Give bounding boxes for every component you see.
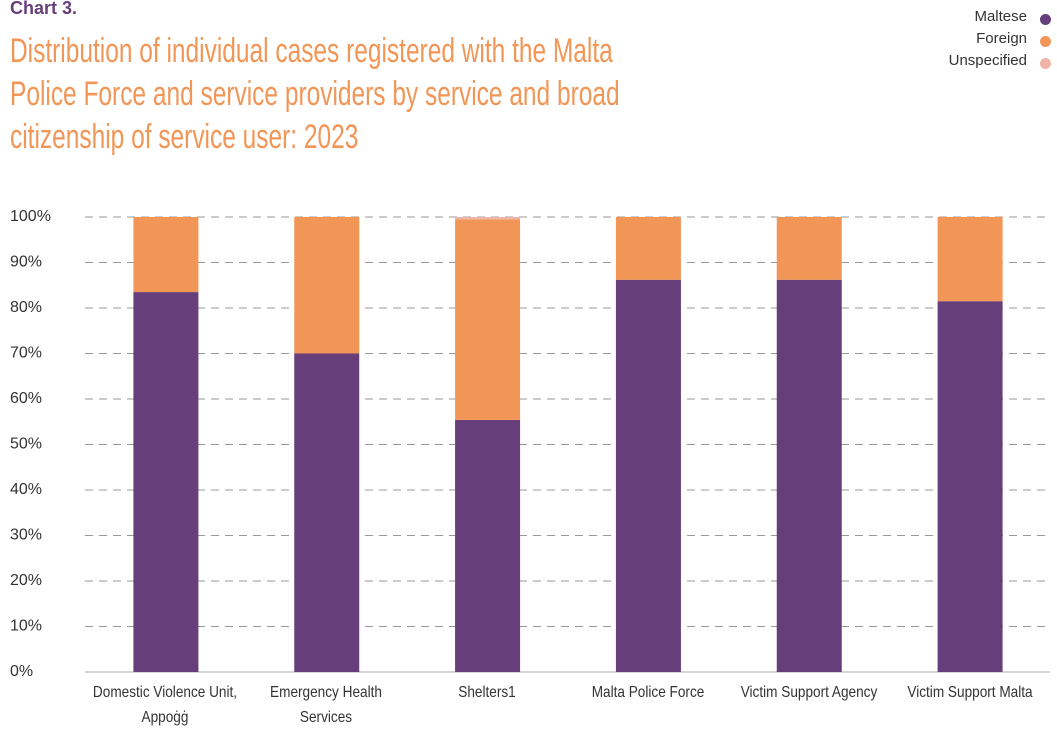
bar-segment — [615, 279, 681, 672]
legend-label: Foreign — [976, 30, 1027, 47]
y-tick-label: 80% — [10, 299, 42, 316]
bar-segment — [455, 217, 521, 220]
legend-swatch — [1040, 36, 1051, 47]
y-tick-label: 60% — [10, 390, 42, 407]
y-tick-label: 20% — [10, 572, 42, 589]
bar-segment — [455, 219, 521, 420]
bar-segment — [937, 301, 1003, 672]
x-tick-label: Domestic Violence Unit, Appoġġ — [93, 684, 238, 726]
bar-segment — [133, 217, 199, 293]
bar-segment — [294, 217, 360, 354]
bar-segment — [133, 292, 199, 672]
x-tick-label: Emergency Health Services — [270, 684, 383, 726]
bar-segment — [776, 279, 842, 672]
legend-swatch — [1040, 14, 1051, 25]
legend-label: Maltese — [974, 8, 1027, 25]
chart-label: Chart 3. — [10, 0, 78, 18]
legend-label: Unspecified — [948, 52, 1027, 69]
bar-segment — [776, 217, 842, 280]
bar-segment — [294, 353, 360, 672]
x-tick-label: Shelters1 — [458, 684, 516, 701]
y-tick-label: 50% — [10, 436, 42, 453]
y-tick-label: 10% — [10, 618, 42, 635]
bar-segment — [615, 217, 681, 280]
bar-segment — [937, 217, 1003, 302]
bar-segment — [455, 419, 521, 672]
x-tick-label: Victim Support Malta — [906, 684, 1033, 701]
x-tick-label: Malta Police Force — [591, 684, 705, 701]
y-tick-label: 90% — [10, 254, 42, 271]
y-tick-label: 0% — [10, 663, 33, 680]
legend-swatch — [1040, 58, 1051, 69]
chart-title: Distribution of individual cases registe… — [10, 32, 620, 156]
y-tick-label: 70% — [10, 345, 42, 362]
x-tick-label: Victim Support Agency — [740, 684, 878, 701]
y-tick-label: 100% — [10, 208, 51, 225]
y-tick-label: 40% — [10, 481, 42, 498]
y-tick-label: 30% — [10, 527, 42, 544]
